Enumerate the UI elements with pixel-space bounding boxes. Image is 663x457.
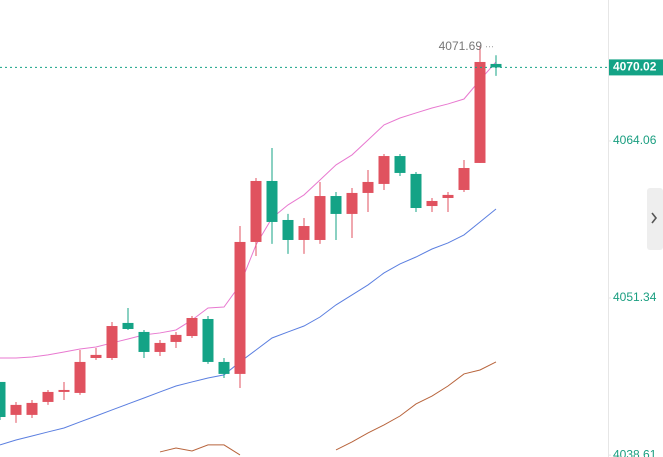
candle-body — [26, 402, 38, 415]
candle-body — [10, 404, 22, 415]
candle-body — [442, 194, 454, 199]
last-price-box — [609, 59, 663, 76]
candle-body — [74, 361, 86, 393]
y-tick-label: 4064.06 — [613, 133, 657, 147]
candle-body — [202, 318, 214, 362]
candle-body — [42, 391, 54, 402]
candle-body — [314, 196, 326, 240]
candle-body — [186, 317, 198, 337]
candle-body — [122, 322, 134, 329]
y-tick-label: 4051.34 — [613, 290, 657, 304]
candle-body — [170, 334, 182, 342]
candle-body — [234, 241, 246, 374]
side-tab[interactable] — [647, 188, 663, 250]
candle-body — [458, 168, 470, 190]
ma-line — [335, 361, 497, 451]
candle-body — [474, 61, 486, 163]
candle-body — [0, 381, 6, 418]
candle-body — [138, 331, 150, 352]
candle-body — [106, 326, 118, 358]
candle-body — [218, 361, 230, 374]
candle-body — [330, 196, 342, 214]
candle-body — [410, 173, 422, 209]
last-price-label: 4070.02 — [613, 60, 657, 74]
y-tick-label: 4038.61 — [613, 447, 657, 457]
candle-body — [346, 192, 358, 214]
candle-body — [490, 63, 502, 68]
candle-body — [426, 200, 438, 207]
candle-body — [250, 180, 262, 242]
candle-body — [298, 226, 310, 240]
candle-body — [90, 354, 102, 358]
candle-body — [362, 181, 374, 193]
chevron-icon[interactable] — [651, 212, 658, 224]
ma-line — [159, 444, 241, 456]
candle-body — [58, 389, 70, 392]
candle-body — [282, 219, 294, 240]
candle-body — [378, 156, 390, 184]
candle-body — [154, 342, 166, 352]
ma-line — [0, 208, 497, 446]
high-label: 4071.69 — [439, 39, 483, 53]
ma-line — [0, 61, 497, 359]
candle-body — [266, 180, 278, 222]
candle-body — [394, 156, 406, 173]
